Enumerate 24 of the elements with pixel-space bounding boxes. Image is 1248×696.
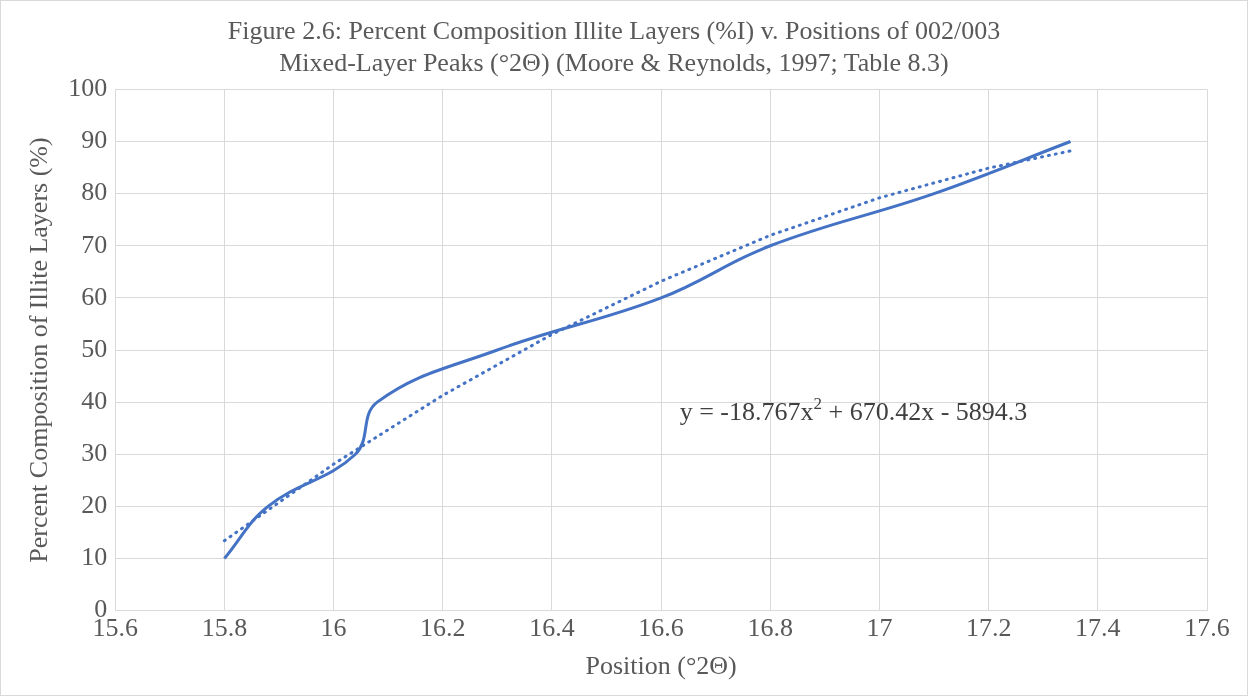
- y-axis-title: Percent Composition of Illite Layers (%): [24, 137, 54, 563]
- text: Figure 2.6: Percent Composition Illite Layers (%I) v. Positions of 002/003: [227, 16, 1001, 46]
- y-tick-label: 100: [68, 73, 108, 103]
- x-tick-label: 16.8: [747, 613, 794, 643]
- y-tick-label: 50: [81, 333, 108, 363]
- y-tick-label: 80: [81, 177, 108, 207]
- text: Mixed-Layer Peaks (°2Θ) (Moore & Reynolds, 1997; Table 8.3): [279, 47, 949, 77]
- y-tick-label: 10: [81, 542, 108, 572]
- x-tick-label: 17.4: [1075, 613, 1121, 643]
- x-tick-label: 17.2: [965, 613, 1012, 643]
- x-tick-label: 17.6: [1184, 613, 1230, 643]
- x-tick-label: 15.8: [201, 613, 248, 643]
- y-tick-label: 40: [81, 385, 108, 415]
- x-tick-label: 16.4: [529, 613, 575, 643]
- x-axis-title: Position (°2Θ): [585, 651, 737, 681]
- y-tick-label: 90: [81, 125, 108, 155]
- x-tick-label: 16: [320, 613, 347, 643]
- x-tick-label: 16.2: [419, 613, 466, 643]
- y-tick-label: 70: [81, 229, 108, 259]
- y-tick-label: 20: [81, 490, 108, 520]
- y-tick-label: 30: [81, 438, 108, 468]
- x-tick-label: 16.6: [638, 613, 684, 643]
- y-tick-label: 60: [81, 281, 108, 311]
- x-tick-label: 17: [866, 613, 893, 643]
